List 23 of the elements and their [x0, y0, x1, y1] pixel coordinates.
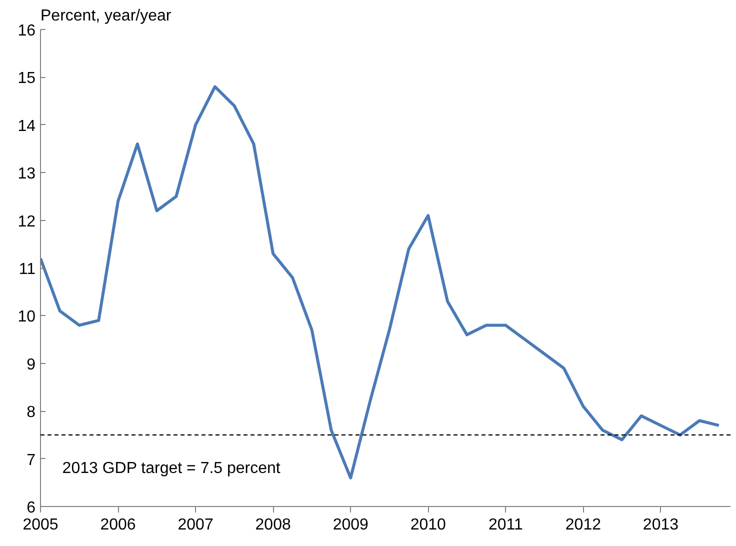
y-tick-label: 15	[18, 70, 36, 88]
y-tick-label: 14	[18, 118, 36, 135]
y-tick-label: 7	[26, 452, 36, 469]
ref-line-label: 2013 GDP target = 7.5 percent	[62, 460, 281, 477]
y-tick-label: 10	[18, 308, 36, 326]
line-series	[40, 85, 720, 480]
y-tick-label: 12	[18, 213, 36, 230]
x-tick-label: 2011	[488, 516, 523, 534]
y-tick-label: 13	[18, 166, 36, 183]
y-tick-label: 9	[26, 356, 36, 374]
y-tick-label: 16	[18, 22, 36, 40]
x-tick-label: 2013	[642, 516, 679, 534]
x-tick-label: 2008	[255, 516, 291, 534]
y-tick-label: 11	[18, 261, 36, 278]
x-tick-label: 2009	[332, 516, 369, 534]
y-axis-title: Percent, year/year	[40, 8, 172, 24]
x-tick-label: 2010	[410, 516, 446, 534]
x-tick-label: 2007	[178, 516, 214, 534]
x-tick-label: 2012	[565, 516, 602, 534]
x-tick-label: 2006	[100, 516, 136, 534]
y-tick-label: 6	[26, 500, 36, 516]
y-tick-label: 8	[26, 404, 36, 422]
x-tick-label: 2005	[22, 516, 58, 534]
